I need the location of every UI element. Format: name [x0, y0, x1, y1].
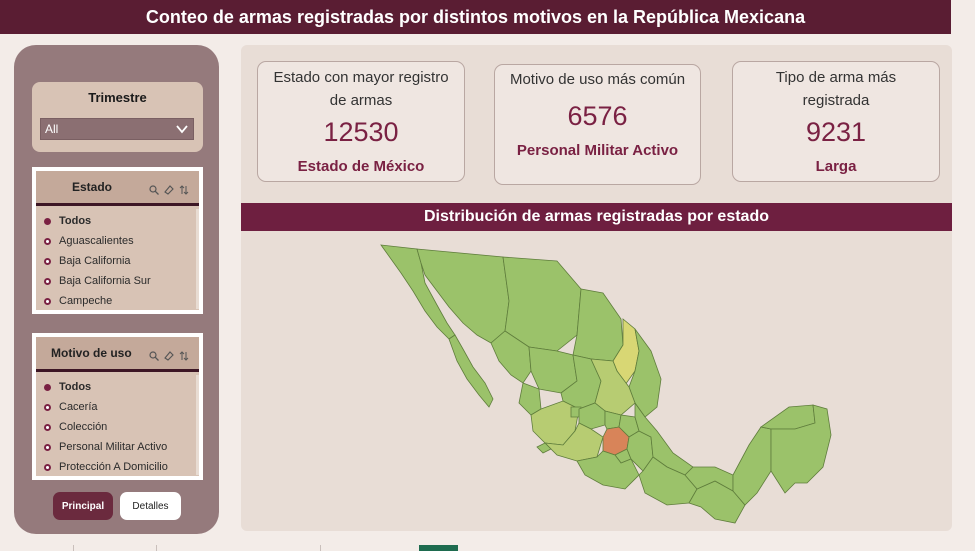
motivo-slicer-title: Motivo de uso — [51, 346, 132, 360]
motivo-slicer-list: Todos Cacería Colección Personal Militar… — [36, 377, 199, 477]
list-item[interactable]: Campeche — [36, 291, 199, 311]
map-title: Distribución de armas registradas por es… — [241, 203, 952, 231]
estado-scrollbar[interactable] — [196, 209, 199, 309]
state-campeche[interactable] — [732, 426, 772, 506]
radio-icon — [44, 463, 51, 471]
trimestre-title: Trimestre — [88, 90, 147, 105]
list-item[interactable]: Baja California Sur — [36, 271, 199, 291]
trimestre-selected-value: All — [45, 122, 59, 136]
list-item[interactable]: Cacería — [36, 397, 199, 417]
motivo-slicer: Motivo de uso Todos Cacería Colección Pe… — [32, 333, 203, 480]
search-icon[interactable] — [149, 348, 159, 361]
kpi-value: 12530 — [323, 117, 399, 147]
trimestre-dropdown[interactable]: All — [40, 118, 194, 140]
report-title: Conteo de armas registradas por distinto… — [0, 0, 951, 34]
tab-divider — [156, 545, 157, 551]
kpi-subtitle: Larga — [815, 158, 857, 175]
list-item[interactable]: Protección A Domicilio — [36, 457, 199, 477]
radio-icon — [44, 423, 51, 431]
list-item[interactable]: Aguascalientes — [36, 231, 199, 251]
radio-icon — [44, 217, 51, 225]
list-item[interactable]: Personal Militar Activo — [36, 437, 199, 457]
state-sinaloa[interactable] — [490, 330, 532, 384]
detalles-button[interactable]: Detalles — [120, 492, 181, 520]
estado-slicer-title: Estado — [72, 180, 113, 194]
kpi-label: Estado con mayor registro de armas — [273, 69, 449, 109]
page-tabs — [0, 545, 951, 551]
kpi-subtitle: Estado de México — [297, 158, 425, 175]
kpi-label: Tipo de arma más registrada — [775, 69, 897, 109]
list-item[interactable]: Todos — [36, 211, 199, 231]
estado-slicer-header: Estado — [36, 171, 199, 206]
page-gutter — [951, 0, 975, 551]
state-chihuahua[interactable] — [502, 256, 582, 352]
trimestre-filter: Trimestre All — [32, 82, 203, 152]
motivo-slicer-header: Motivo de uso — [36, 337, 199, 372]
state-colima[interactable] — [536, 442, 552, 454]
sort-icon[interactable] — [179, 182, 189, 195]
radio-icon — [44, 237, 51, 245]
mexico-choropleth-map[interactable] — [241, 231, 952, 531]
estado-slicer: Estado Todos Aguascalientes Baja Califor… — [32, 167, 203, 314]
main-panel: Estado con mayor registro de armas 12530… — [241, 45, 952, 531]
kpi-card-tipo: Tipo de arma más registrada 9231 Larga — [732, 61, 940, 182]
filter-sidebar: Trimestre All Estado Todos Aguascaliente… — [14, 45, 219, 534]
eraser-icon[interactable] — [164, 182, 174, 195]
list-item[interactable]: Colección — [36, 417, 199, 437]
radio-icon — [44, 277, 51, 285]
kpi-value: 9231 — [805, 117, 867, 147]
active-page-tab[interactable] — [419, 545, 458, 551]
kpi-card-motivo: Motivo de uso más común 6576 Personal Mi… — [494, 64, 701, 185]
eraser-icon[interactable] — [164, 348, 174, 361]
tab-divider — [73, 545, 74, 551]
list-item[interactable]: Todos — [36, 377, 199, 397]
state-san-luis-potosi[interactable] — [590, 358, 636, 416]
radio-icon — [44, 257, 51, 265]
state-tabasco[interactable] — [684, 466, 734, 492]
state-coahuila[interactable] — [572, 288, 624, 362]
state-quintana-roo[interactable] — [770, 404, 832, 494]
radio-icon — [44, 443, 51, 451]
radio-icon — [44, 383, 51, 391]
radio-icon — [44, 403, 51, 411]
motivo-scrollbar[interactable] — [196, 375, 199, 475]
tab-divider — [320, 545, 321, 551]
kpi-card-estado: Estado con mayor registro de armas 12530… — [257, 61, 465, 182]
state-michoacan[interactable] — [543, 422, 604, 462]
state-guerrero[interactable] — [576, 450, 640, 490]
kpi-value: 6576 — [567, 101, 628, 131]
sort-icon[interactable] — [179, 348, 189, 361]
radio-icon — [44, 297, 51, 305]
chevron-down-icon — [176, 125, 188, 134]
list-item[interactable]: Baja California — [36, 251, 199, 271]
principal-button[interactable]: Principal — [53, 492, 113, 520]
estado-slicer-list: Todos Aguascalientes Baja California Baj… — [36, 211, 199, 311]
kpi-subtitle: Personal Militar Activo — [516, 142, 679, 159]
search-icon[interactable] — [149, 182, 159, 195]
kpi-label: Motivo de uso más común — [509, 71, 686, 88]
state-nayarit[interactable] — [518, 382, 542, 416]
state-baja-california-sur[interactable] — [448, 334, 494, 408]
